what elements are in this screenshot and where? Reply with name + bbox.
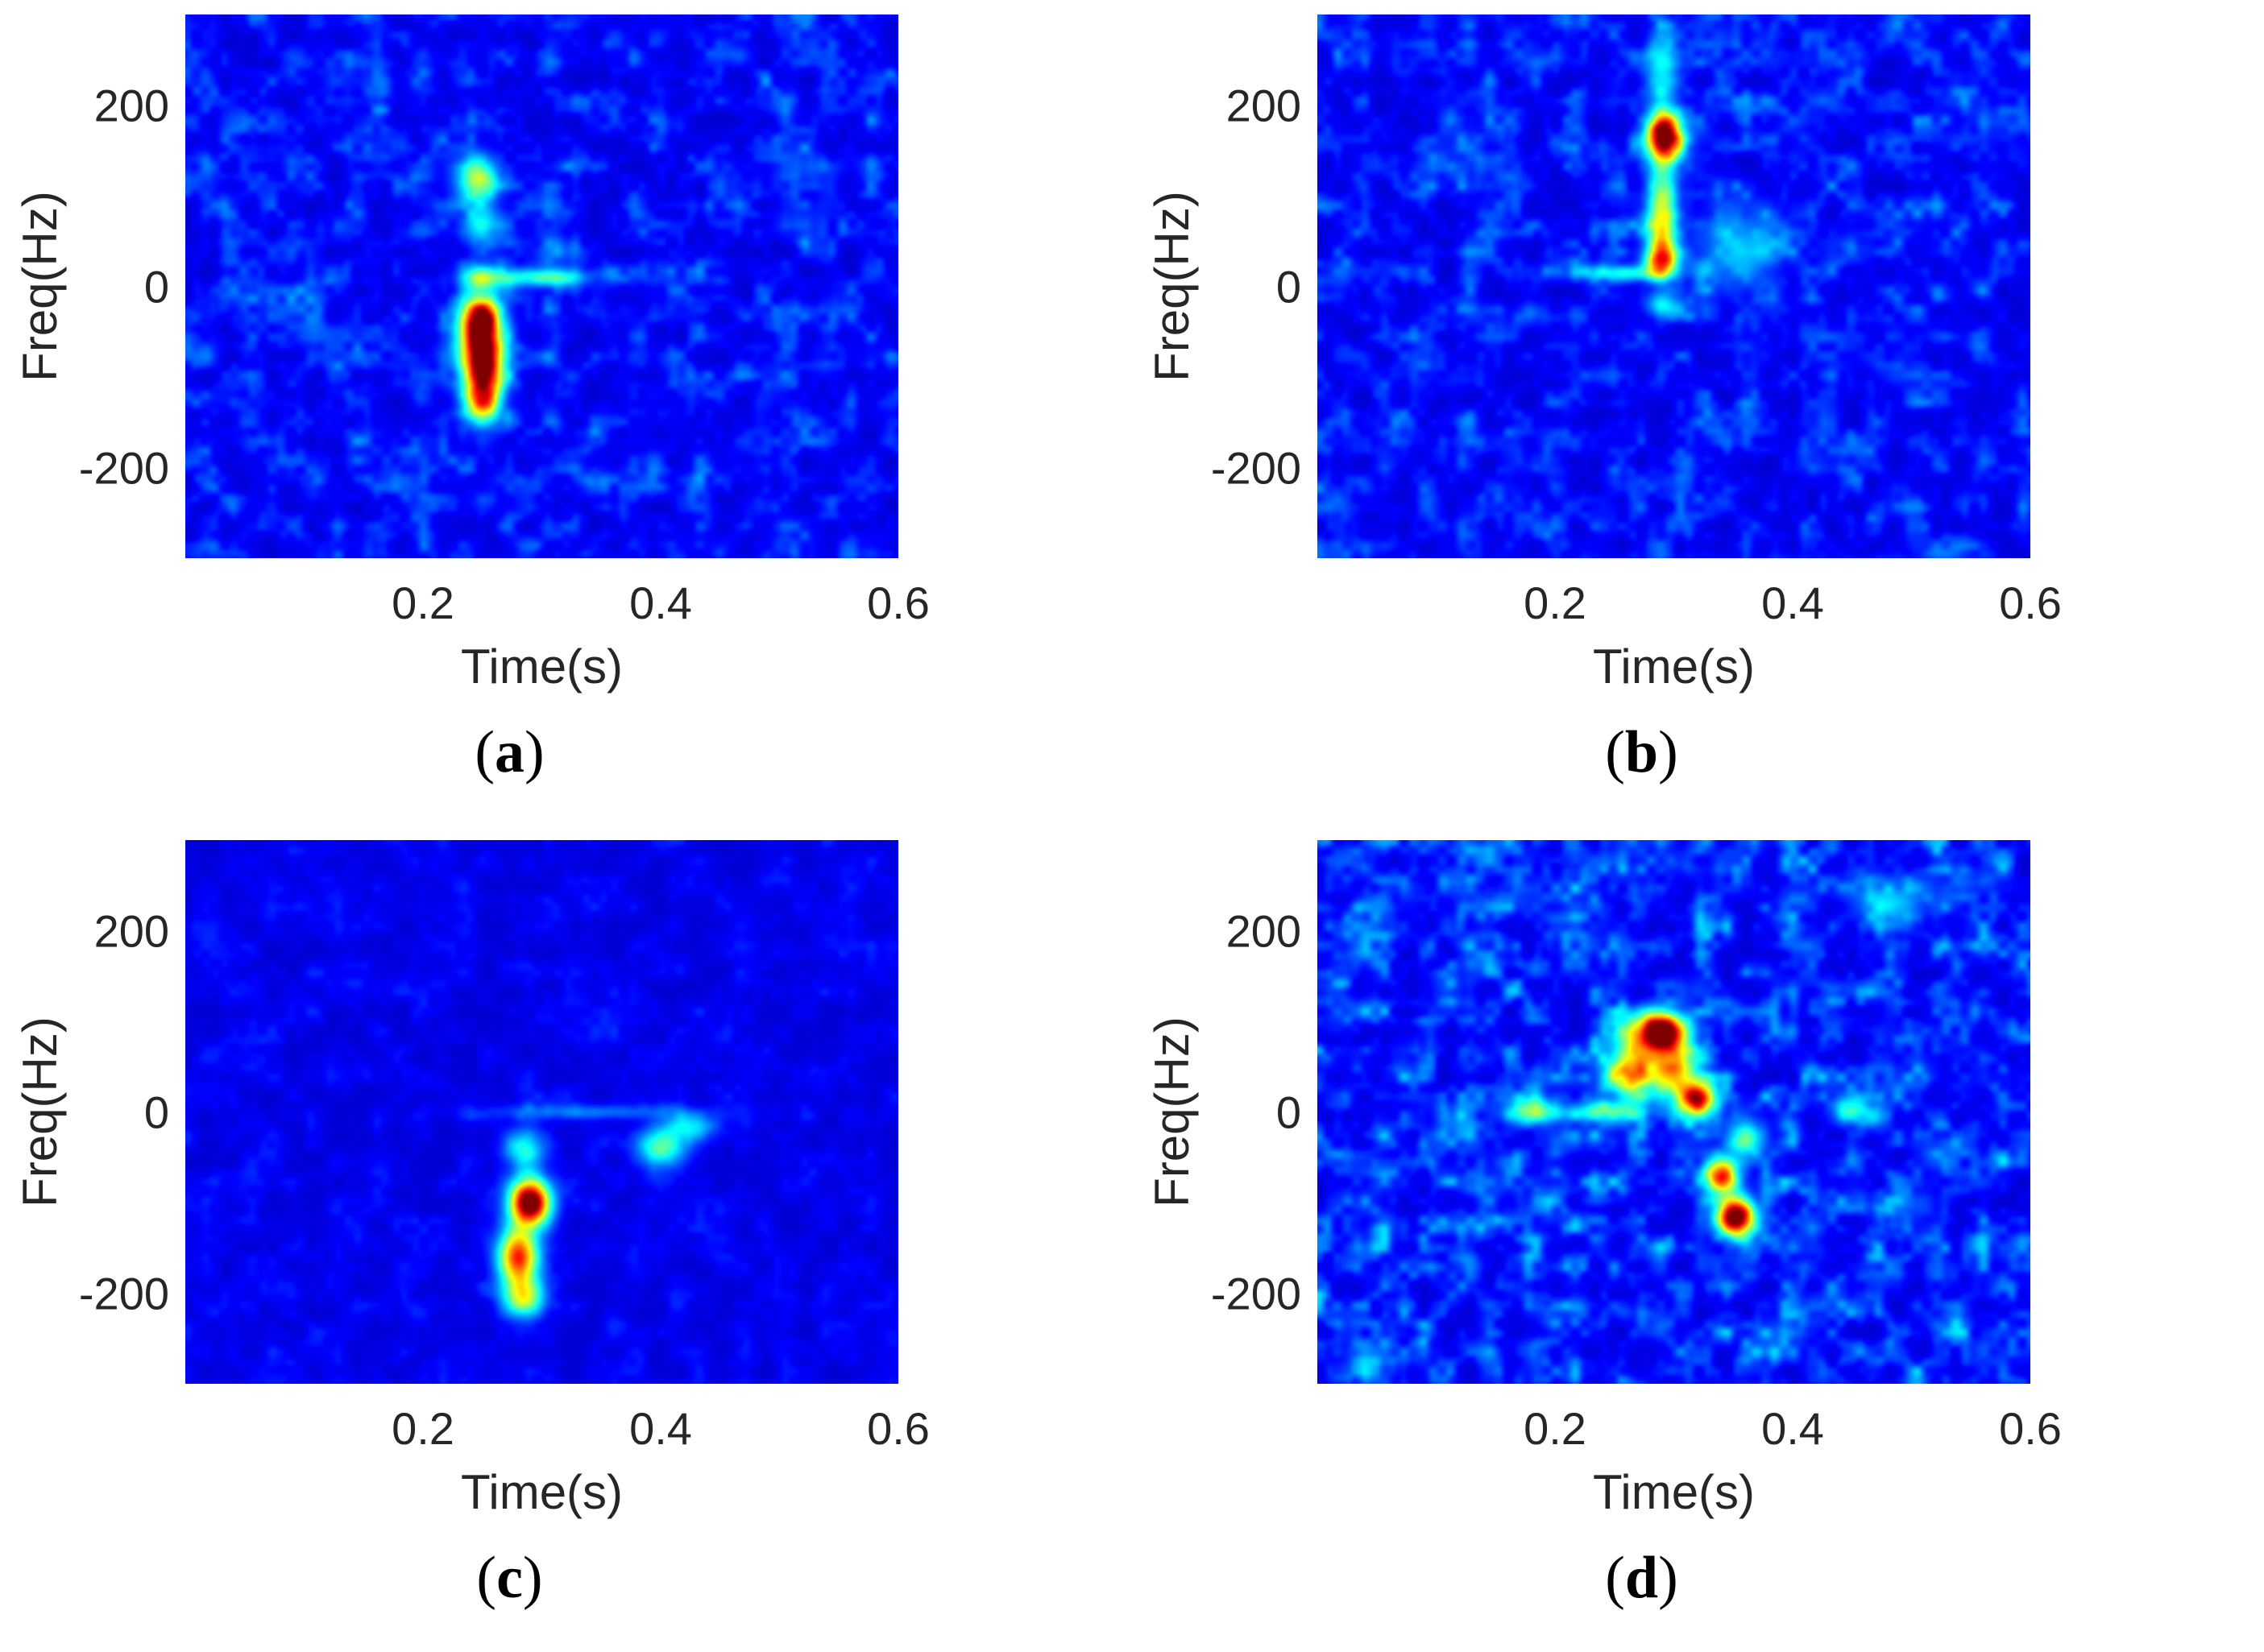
spectrogram-chart: 0.2 0.4 0.6 200 0 -200 Time(s) Freq(Hz) (b)	[1145, 14, 2062, 785]
subfigure-caption: (a)	[475, 719, 544, 785]
spectrogram-heatmap	[1317, 14, 2030, 558]
x-axis-label: Time(s)	[461, 1465, 623, 1519]
y-tick-label: 0	[1276, 262, 1301, 313]
spectrogram-chart: 0.2 0.4 0.6 200 0 -200 Time(s) Freq(Hz) (a)	[13, 14, 930, 785]
subfigure-caption: (c)	[476, 1545, 542, 1611]
y-tick-label: -200	[79, 1269, 169, 1319]
subplot-a: 0.2 0.4 0.6 200 0 -200 Time(s) Freq(Hz) (a)	[0, 0, 1132, 826]
x-tick-label: 0.4	[629, 578, 692, 628]
x-tick-label: 0.2	[1524, 578, 1586, 628]
y-tick-label: -200	[79, 443, 169, 494]
x-tick-label: 0.2	[392, 1403, 454, 1454]
x-tick-label: 0.2	[1524, 1403, 1586, 1454]
x-tick-label: 0.6	[1999, 1403, 2062, 1454]
subplot-b: 0.2 0.4 0.6 200 0 -200 Time(s) Freq(Hz) (b)	[1132, 0, 2264, 826]
x-tick-label: 0.4	[1761, 1403, 1824, 1454]
x-tick-label: 0.6	[867, 578, 930, 628]
subplot-d: 0.2 0.4 0.6 200 0 -200 Time(s) Freq(Hz) (d)	[1132, 826, 2264, 1651]
y-axis-label: Freq(Hz)	[13, 191, 67, 382]
spectrogram-chart: 0.2 0.4 0.6 200 0 -200 Time(s) Freq(Hz) (d)	[1145, 840, 2062, 1611]
y-axis-label: Freq(Hz)	[1145, 191, 1199, 382]
x-tick-label: 0.4	[1761, 578, 1824, 628]
y-tick-label: 0	[144, 262, 169, 313]
x-axis-label: Time(s)	[1593, 640, 1755, 694]
subfigure-caption: (d)	[1605, 1545, 1677, 1611]
x-axis-label: Time(s)	[461, 640, 623, 694]
x-tick-label: 0.6	[1999, 578, 2062, 628]
y-axis-label: Freq(Hz)	[13, 1016, 67, 1207]
y-tick-label: -200	[1211, 1269, 1301, 1319]
y-tick-label: -200	[1211, 443, 1301, 494]
x-tick-label: 0.2	[392, 578, 454, 628]
subfigure-caption: (b)	[1605, 719, 1677, 785]
spectrogram-heatmap	[1317, 840, 2030, 1384]
x-tick-label: 0.6	[867, 1403, 930, 1454]
y-tick-label: 0	[1276, 1087, 1301, 1138]
spectrogram-heatmap	[185, 840, 898, 1384]
x-tick-label: 0.4	[629, 1403, 692, 1454]
y-tick-label: 200	[94, 81, 169, 131]
x-axis-label: Time(s)	[1593, 1465, 1755, 1519]
y-tick-label: 0	[144, 1087, 169, 1138]
subplot-c: 0.2 0.4 0.6 200 0 -200 Time(s) Freq(Hz) (c)	[0, 826, 1132, 1651]
y-tick-label: 200	[1226, 81, 1301, 131]
spectrogram-chart: 0.2 0.4 0.6 200 0 -200 Time(s) Freq(Hz) (c)	[13, 840, 930, 1611]
y-axis-label: Freq(Hz)	[1145, 1016, 1199, 1207]
y-tick-label: 200	[1226, 906, 1301, 957]
spectrogram-heatmap	[185, 14, 898, 558]
y-tick-label: 200	[94, 906, 169, 957]
